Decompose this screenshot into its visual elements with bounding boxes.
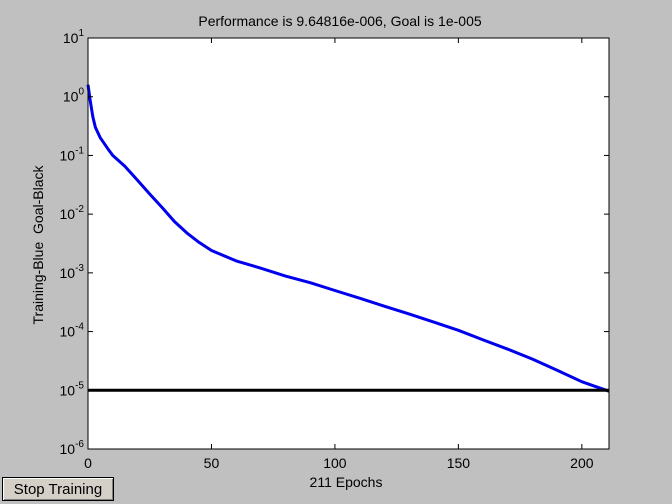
axes-frame: [87, 37, 610, 450]
y-tick-exponent: -5: [75, 380, 84, 391]
x-tick-label: 50: [204, 455, 220, 471]
y-tick-base: 10: [60, 206, 76, 222]
y-tick-base: 10: [63, 30, 79, 46]
y-tick-label: 10-2: [60, 204, 85, 222]
x-tick-label: 100: [323, 455, 347, 471]
series-layer: [86, 84, 610, 393]
y-tick-label: 10-4: [60, 322, 85, 340]
y-tick-base: 10: [60, 324, 76, 340]
x-axis-label: 211 Epochs: [310, 474, 383, 490]
x-tick-label: 200: [570, 455, 594, 471]
y-tick-label: 10-5: [60, 380, 85, 398]
y-tick-exponent: 0: [78, 87, 84, 98]
y-tick-label: 10-6: [60, 439, 85, 457]
training-line: [86, 84, 610, 393]
y-tick-exponent: -4: [75, 322, 84, 333]
y-tick-base: 10: [60, 441, 76, 457]
y-tick-exponent: -2: [75, 204, 84, 215]
x-tick-label: 0: [84, 455, 92, 471]
y-tick-exponent: 1: [78, 28, 84, 39]
y-tick-label: 100: [63, 87, 85, 105]
y-tick-base: 10: [60, 147, 76, 163]
y-tick-base: 10: [60, 265, 76, 281]
y-tick-base: 10: [63, 89, 79, 105]
y-tick-base: 10: [60, 382, 76, 398]
stop-training-button[interactable]: Stop Training: [2, 477, 114, 501]
y-tick-label: 10-3: [60, 263, 85, 281]
y-tick-exponent: -1: [75, 145, 84, 156]
y-axis-label: Training-Blue Goal-Black: [30, 165, 46, 325]
plot-area: [88, 38, 609, 449]
tick-layer: 0 50 100 150 20010-610-510-410-310-210-11001…: [60, 28, 609, 471]
x-tick-label: 150: [447, 455, 471, 471]
y-tick-exponent: -6: [75, 439, 84, 450]
y-tick-label: 101: [63, 28, 85, 46]
chart-title: Performance is 9.64816e-006, Goal is 1e-…: [198, 13, 481, 29]
y-tick-label: 10-1: [60, 145, 85, 163]
y-tick-exponent: -3: [75, 263, 84, 274]
